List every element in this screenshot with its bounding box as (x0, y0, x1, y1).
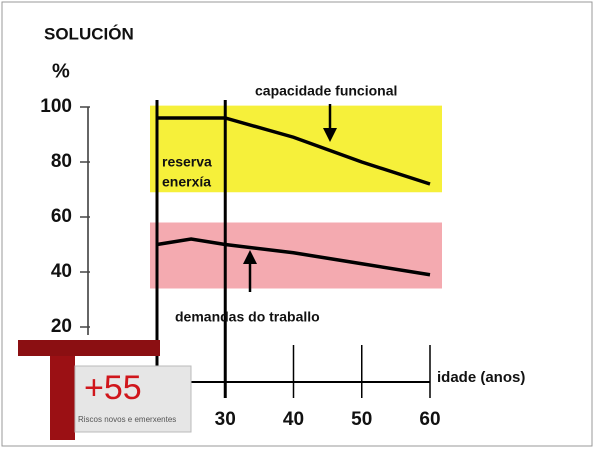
arrows (243, 104, 337, 292)
logo-caption: Riscos novos e emerxentes (78, 415, 176, 424)
band (150, 222, 442, 289)
x-tick-label: 50 (351, 409, 372, 430)
band (150, 105, 442, 193)
x-tick-label: 60 (419, 409, 440, 430)
y-label: % (52, 60, 70, 82)
chart-title: SOLUCIÓN (44, 24, 134, 43)
series-label: capacidade funcional (255, 83, 397, 99)
x-tick-label: 40 (283, 409, 304, 430)
y-tick-label: 20 (51, 316, 72, 337)
plot: 20 40 60 80 100 30 40 50 60 (40, 96, 442, 430)
annotation: enerxía (162, 174, 211, 190)
line (157, 116, 431, 186)
series-label: demandas do traballo (175, 309, 320, 325)
y-tick-label: 60 (51, 206, 72, 227)
line (156, 237, 431, 277)
y-tick-label: 80 (51, 151, 72, 172)
annotation: reserva (162, 154, 212, 170)
logo: +55 Riscos novos e emerxentes (18, 340, 192, 440)
y-tick-label: 40 (51, 261, 72, 282)
y-tick-label: 100 (40, 96, 72, 117)
x-label: idade (anos) (437, 369, 525, 386)
logo-number: +55 (84, 369, 142, 407)
x-tick-label: 30 (215, 409, 236, 430)
